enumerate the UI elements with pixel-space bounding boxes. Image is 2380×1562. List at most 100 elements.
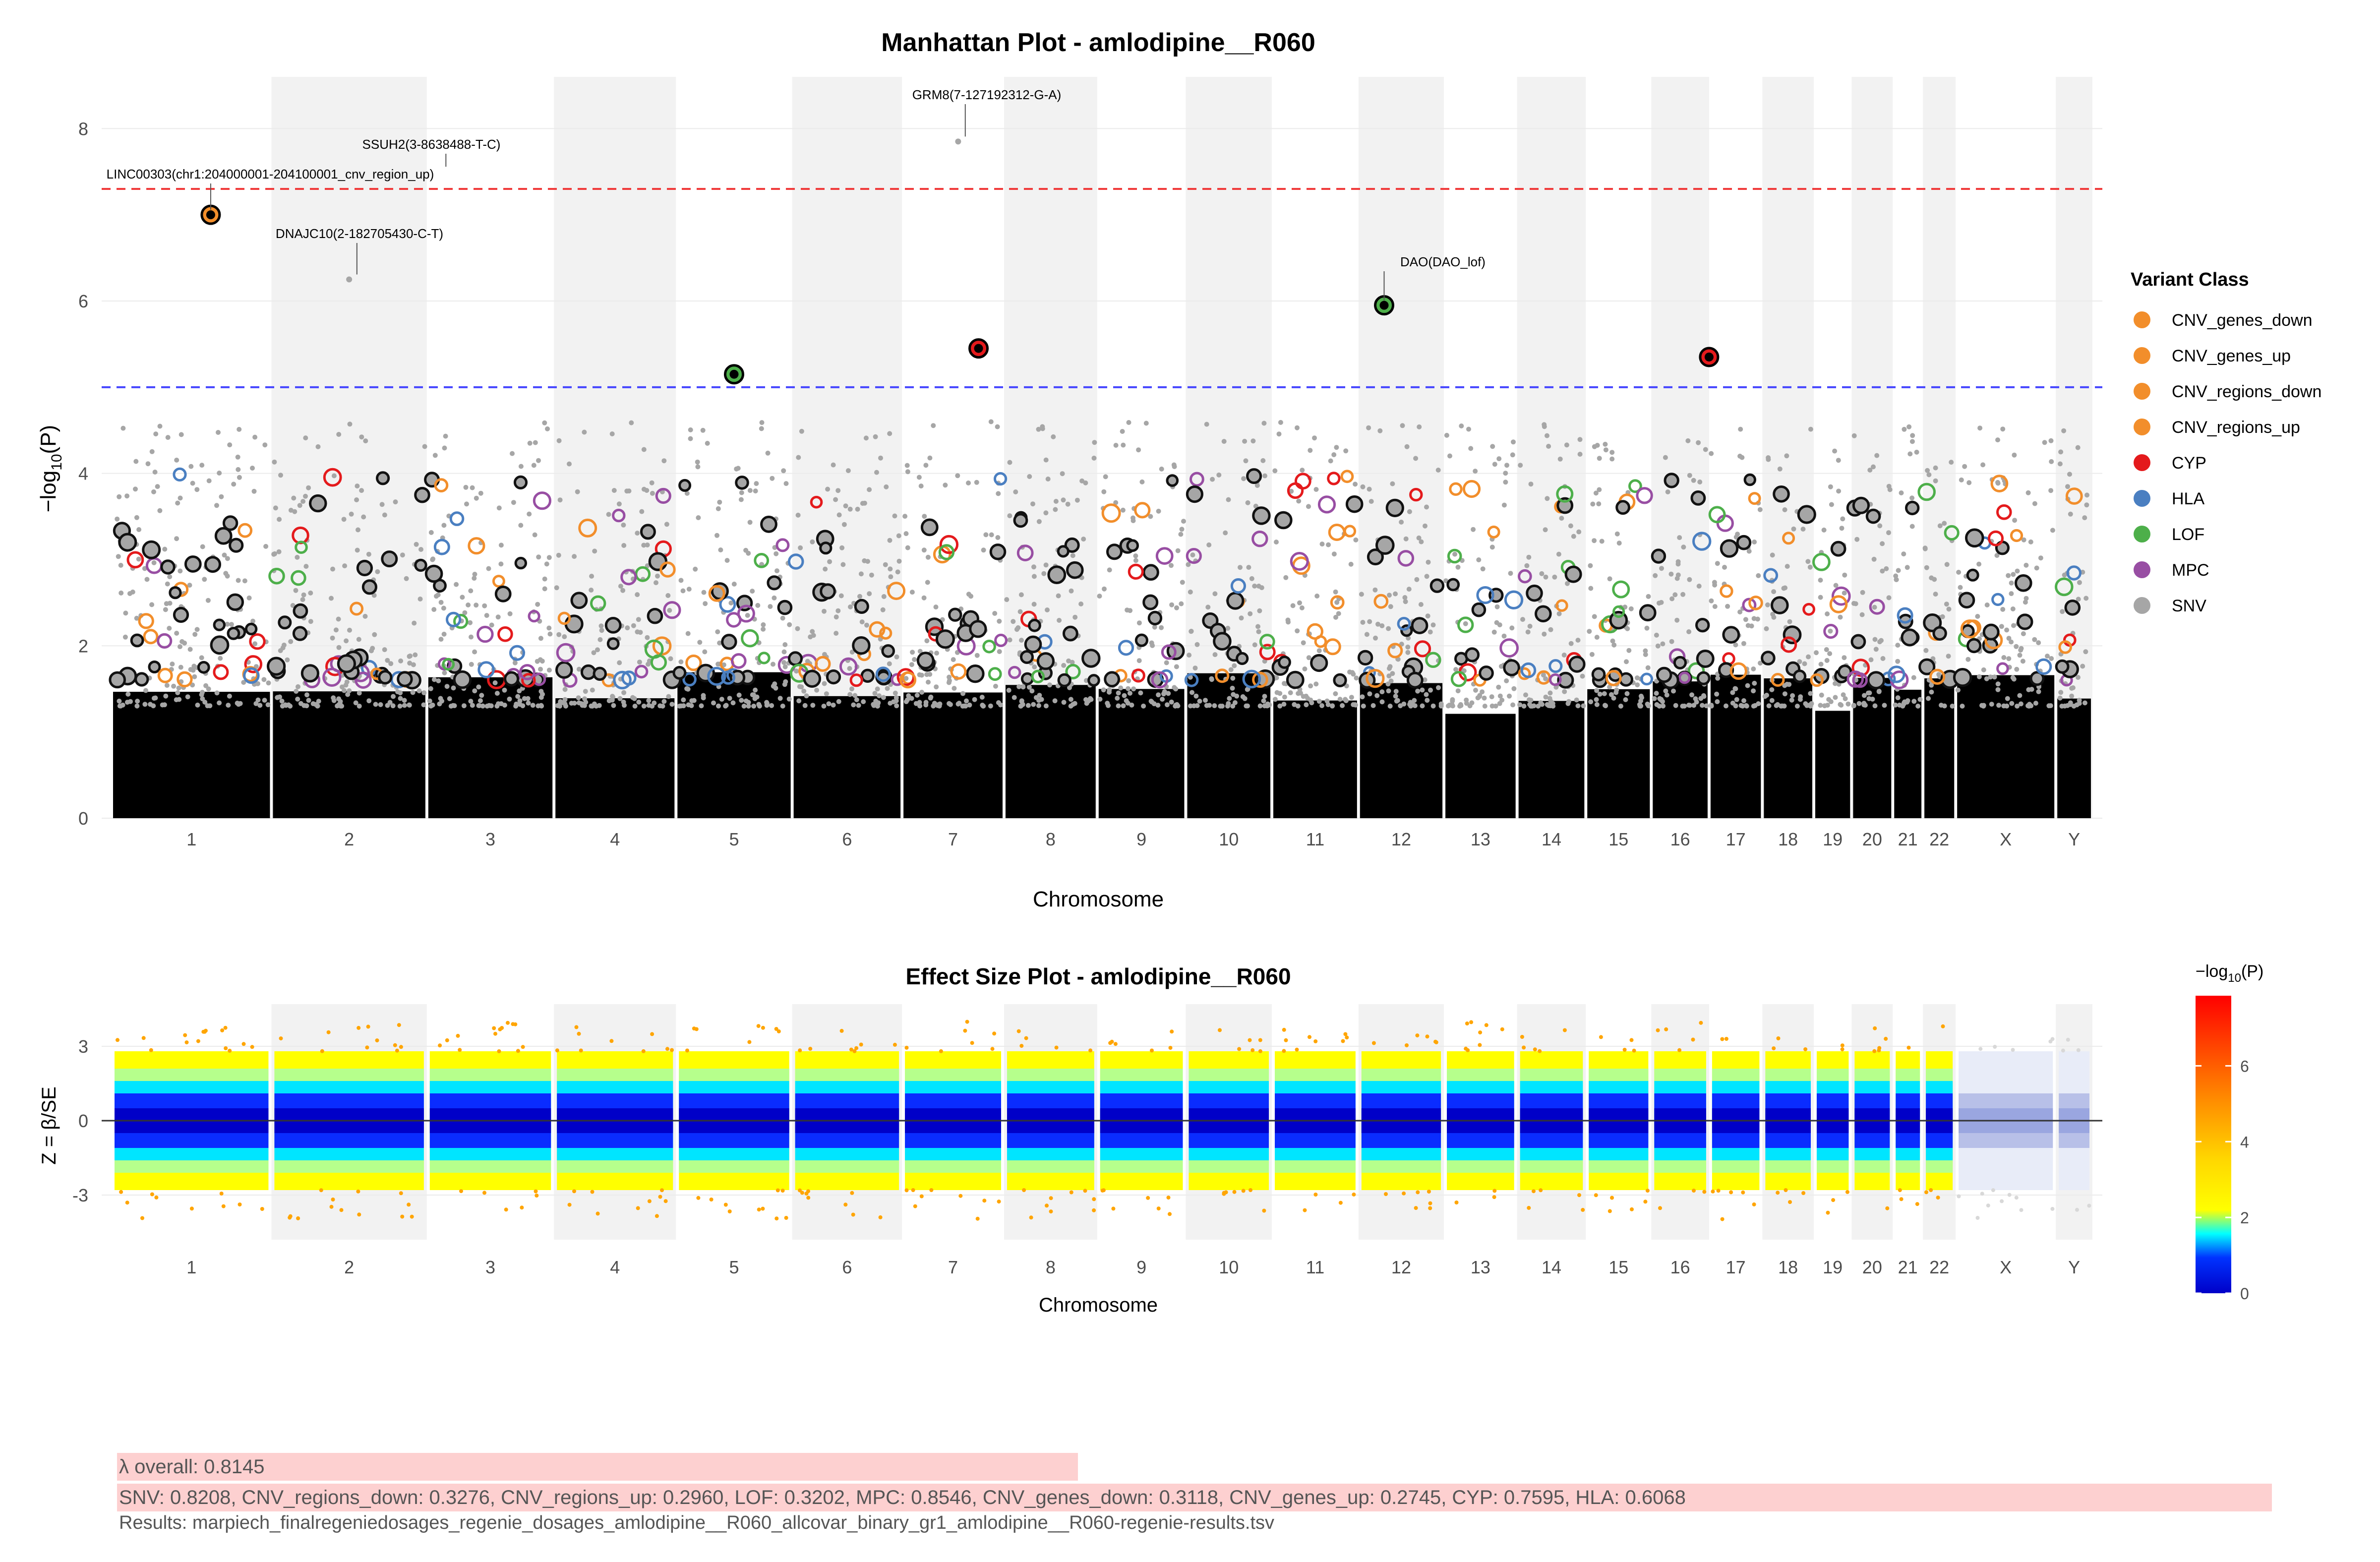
- snv-point: [1240, 694, 1246, 699]
- x-tick-label: 6: [842, 829, 852, 849]
- snv-point: [1826, 697, 1832, 702]
- snv-point: [1988, 674, 1993, 680]
- snv-point: [1245, 687, 1250, 692]
- snv-point: [469, 661, 474, 667]
- snv-point: [2068, 511, 2073, 517]
- snv-point: [688, 427, 693, 432]
- snv-point: [1262, 694, 1267, 699]
- z-outlier: [919, 1194, 924, 1199]
- variant-point: [1081, 649, 1101, 668]
- snv-point: [277, 517, 282, 522]
- snv-point: [257, 703, 263, 708]
- snv-point: [1732, 686, 1738, 691]
- snv-point: [2058, 449, 2064, 455]
- snv-point: [864, 622, 869, 628]
- variant-point: [735, 476, 749, 490]
- variant-point: [719, 596, 736, 613]
- z-outlier: [395, 1048, 399, 1053]
- snv-point: [441, 605, 446, 611]
- z-outlier: [904, 1045, 909, 1050]
- snv-point: [1999, 624, 2004, 629]
- snv-point: [2065, 484, 2070, 489]
- z-outlier: [1029, 1215, 1033, 1220]
- z-outlier: [1729, 1190, 1733, 1195]
- snv-point: [592, 548, 597, 554]
- snv-point: [447, 696, 452, 701]
- snv-point: [611, 703, 616, 708]
- z-outlier: [1345, 1035, 1349, 1040]
- snv-point: [1477, 694, 1482, 699]
- results-file: Results: marpiech_finalregeniedosages_re…: [119, 1512, 1275, 1533]
- snv-point: [395, 689, 400, 695]
- snv-point: [1171, 462, 1177, 468]
- snv-point: [1417, 424, 1422, 429]
- snv-point: [684, 686, 690, 691]
- legend-label: CNV_genes_up: [2172, 347, 2291, 365]
- snv-point: [1564, 442, 1569, 448]
- snv-point: [905, 697, 910, 703]
- snv-point: [998, 702, 1003, 708]
- snv-point: [1524, 563, 1530, 568]
- z-outlier: [776, 1029, 781, 1033]
- snv-point: [1701, 694, 1707, 699]
- snv-point: [921, 595, 927, 601]
- snv-point: [1388, 604, 1393, 609]
- z-outlier: [219, 1192, 224, 1196]
- snv-point: [1120, 507, 1126, 513]
- snv-point: [1528, 481, 1534, 487]
- variant-point: [378, 670, 393, 685]
- snv-point: [1602, 691, 1607, 696]
- variant-point: [613, 670, 632, 690]
- z-outlier: [800, 1191, 804, 1195]
- variant-point: [1186, 485, 1203, 503]
- variant-point: [1771, 673, 1785, 687]
- snv-point: [476, 703, 482, 708]
- snv-point: [359, 488, 364, 493]
- z-outlier: [397, 1023, 401, 1027]
- snv-point: [187, 583, 192, 588]
- snv-point: [695, 464, 701, 470]
- x-tick-label: 2: [344, 1257, 354, 1277]
- variant-point: [267, 657, 286, 676]
- snv-point: [470, 703, 475, 708]
- snv-point: [801, 688, 807, 694]
- variant-point: [1664, 473, 1679, 488]
- point-cloud: [1445, 714, 1516, 818]
- snv-point: [428, 530, 434, 535]
- snv-point: [2034, 565, 2039, 571]
- snv-point: [1424, 692, 1429, 697]
- snv-point: [117, 494, 122, 499]
- variant-point: [322, 667, 342, 687]
- z-outlier: [1295, 1047, 1299, 1052]
- snv-point: [1895, 659, 1901, 664]
- snv-point: [1056, 593, 1061, 599]
- snv-point: [814, 687, 820, 693]
- snv-point: [118, 563, 123, 568]
- snv-point: [635, 592, 640, 598]
- snv-point: [1420, 687, 1425, 693]
- snv-point: [1802, 661, 1807, 666]
- snv-point: [1097, 594, 1102, 599]
- snv-point: [1007, 637, 1012, 643]
- snv-point: [1766, 703, 1772, 709]
- snv-point: [772, 681, 777, 687]
- snv-point: [1295, 628, 1300, 634]
- variant-point: [1286, 670, 1305, 689]
- variant-point: [118, 533, 137, 552]
- variant-point: [570, 592, 588, 609]
- snv-point: [1639, 695, 1644, 700]
- snv-point: [1542, 422, 1547, 427]
- snv-point: [535, 601, 540, 607]
- z-outlier: [1980, 1192, 1984, 1196]
- snv-point: [276, 549, 282, 554]
- snv-point: [178, 495, 183, 501]
- snv-point: [794, 668, 799, 674]
- snv-point: [116, 554, 121, 559]
- snv-point: [306, 485, 311, 490]
- x-tick-label: 21: [1898, 1257, 1918, 1277]
- snv-point: [1026, 684, 1032, 690]
- snv-point: [1219, 704, 1225, 709]
- snv-point: [1283, 575, 1289, 580]
- snv-point: [2011, 623, 2016, 628]
- snv-point: [2025, 703, 2030, 709]
